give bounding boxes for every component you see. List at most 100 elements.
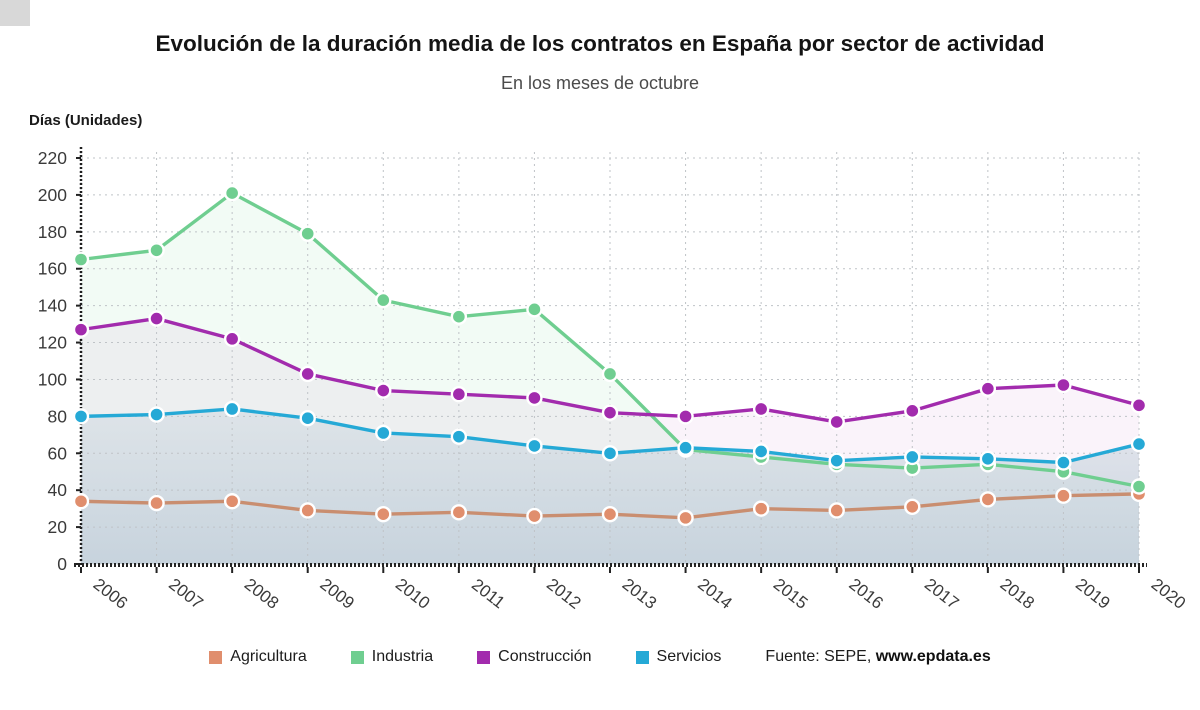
chart-title: Evolución de la duración media de los co…	[155, 31, 1045, 56]
point-agricultura-2008[interactable]	[223, 493, 241, 510]
point-agricultura-2006[interactable]	[72, 493, 90, 510]
y-axis-title: Días (Unidades)	[29, 112, 143, 129]
y-tick-label: 160	[38, 259, 67, 279]
x-tick-label: 2014	[694, 575, 736, 613]
point-servicios-2008[interactable]	[223, 400, 241, 418]
point-agricultura-2011[interactable]	[450, 504, 468, 521]
legend-swatch-industria	[350, 650, 364, 664]
source-link[interactable]: www.epdata.es	[875, 648, 991, 665]
chart-legend: Agricultura Industria Construcción Servi…	[0, 648, 1200, 666]
point-servicios-2012[interactable]	[526, 437, 543, 455]
point-servicios-2007[interactable]	[148, 406, 165, 423]
point-construccion-2011[interactable]	[450, 386, 468, 403]
y-tick-label: 20	[48, 517, 68, 537]
legend-item-construccion[interactable]: Construcción	[477, 648, 592, 666]
chart-subtitle: En los meses de octubre	[500, 73, 700, 93]
source-prefix: Fuente: SEPE,	[765, 648, 872, 665]
point-construccion-2006[interactable]	[72, 321, 90, 338]
point-construccion-2016[interactable]	[828, 413, 845, 431]
point-industria-2020[interactable]	[1130, 478, 1148, 495]
legend-item-agricultura[interactable]: Agricultura	[209, 648, 307, 666]
x-tick-label: 2006	[90, 575, 132, 613]
point-construccion-2014[interactable]	[677, 408, 694, 425]
legend-item-servicios[interactable]: Servicios	[635, 648, 722, 666]
point-agricultura-2013[interactable]	[601, 505, 619, 523]
legend-label-construccion: Construcción	[498, 648, 592, 665]
point-construccion-2010[interactable]	[375, 382, 392, 399]
x-tick-label: 2012	[543, 575, 585, 613]
point-agricultura-2016[interactable]	[828, 502, 845, 519]
x-tick-label: 2007	[165, 575, 207, 613]
point-industria-2009[interactable]	[299, 225, 316, 242]
y-tick-label: 180	[38, 222, 67, 242]
point-agricultura-2018[interactable]	[979, 491, 997, 508]
x-tick-label: 2017	[921, 575, 963, 613]
point-construccion-2007[interactable]	[148, 310, 165, 327]
point-agricultura-2017[interactable]	[904, 498, 921, 515]
y-tick-label: 40	[48, 480, 68, 500]
legend-swatch-servicios	[635, 650, 649, 664]
point-construccion-2020[interactable]	[1130, 397, 1148, 414]
legend-label-industria: Industria	[371, 648, 434, 665]
legend-label-agricultura: Agricultura	[230, 648, 307, 665]
point-agricultura-2007[interactable]	[148, 494, 165, 512]
corner-placeholder-box	[0, 0, 30, 26]
point-servicios-2015[interactable]	[752, 443, 770, 460]
y-tick-label: 60	[48, 443, 68, 463]
point-servicios-2017[interactable]	[904, 448, 921, 466]
x-tick-label: 2013	[619, 575, 661, 613]
point-servicios-2020[interactable]	[1130, 435, 1148, 453]
point-agricultura-2015[interactable]	[752, 500, 770, 517]
point-industria-2010[interactable]	[375, 291, 392, 309]
point-agricultura-2010[interactable]	[375, 505, 392, 523]
legend-item-industria[interactable]: Industria	[350, 648, 434, 666]
point-construccion-2018[interactable]	[979, 380, 997, 397]
point-construccion-2019[interactable]	[1055, 376, 1072, 394]
area-servicios	[81, 408, 1139, 564]
point-servicios-2010[interactable]	[375, 424, 392, 442]
point-servicios-2013[interactable]	[601, 445, 619, 462]
point-industria-2013[interactable]	[601, 365, 619, 383]
y-tick-label: 80	[48, 406, 68, 426]
point-servicios-2011[interactable]	[450, 428, 468, 445]
point-servicios-2019[interactable]	[1055, 454, 1072, 471]
point-agricultura-2019[interactable]	[1055, 487, 1072, 504]
x-tick-label: 2020	[1148, 575, 1190, 613]
point-agricultura-2014[interactable]	[677, 509, 694, 527]
point-construccion-2008[interactable]	[223, 330, 241, 348]
y-tick-label: 0	[57, 554, 67, 574]
x-tick-label: 2015	[770, 575, 812, 613]
x-tick-label: 2008	[241, 575, 283, 613]
point-servicios-2009[interactable]	[299, 410, 316, 427]
x-tick-label: 2010	[392, 575, 434, 613]
point-agricultura-2009[interactable]	[299, 502, 316, 519]
point-construccion-2013[interactable]	[601, 404, 619, 421]
y-tick-label: 140	[38, 296, 67, 316]
point-servicios-2014[interactable]	[677, 439, 694, 456]
point-agricultura-2012[interactable]	[526, 507, 543, 525]
legend-swatch-construccion	[477, 650, 491, 664]
point-construccion-2009[interactable]	[299, 365, 316, 383]
x-tick-label: 2009	[316, 575, 358, 613]
point-construccion-2017[interactable]	[904, 402, 921, 420]
point-servicios-2016[interactable]	[828, 452, 845, 469]
point-industria-2011[interactable]	[450, 308, 468, 325]
point-servicios-2018[interactable]	[979, 450, 997, 468]
legend-label-servicios: Servicios	[656, 648, 722, 665]
point-industria-2006[interactable]	[72, 251, 90, 268]
x-tick-label: 2011	[468, 575, 509, 612]
x-tick-label: 2018	[996, 575, 1038, 613]
point-construccion-2012[interactable]	[526, 389, 543, 407]
point-servicios-2006[interactable]	[72, 408, 90, 425]
y-tick-label: 200	[38, 185, 67, 205]
y-tick-label: 120	[38, 333, 67, 353]
point-industria-2012[interactable]	[526, 301, 543, 318]
point-industria-2007[interactable]	[148, 242, 165, 259]
point-industria-2008[interactable]	[223, 184, 241, 202]
y-tick-label: 100	[38, 369, 67, 389]
legend-swatch-agricultura	[209, 650, 223, 664]
point-construccion-2015[interactable]	[752, 400, 770, 418]
y-tick-label: 220	[38, 148, 67, 168]
